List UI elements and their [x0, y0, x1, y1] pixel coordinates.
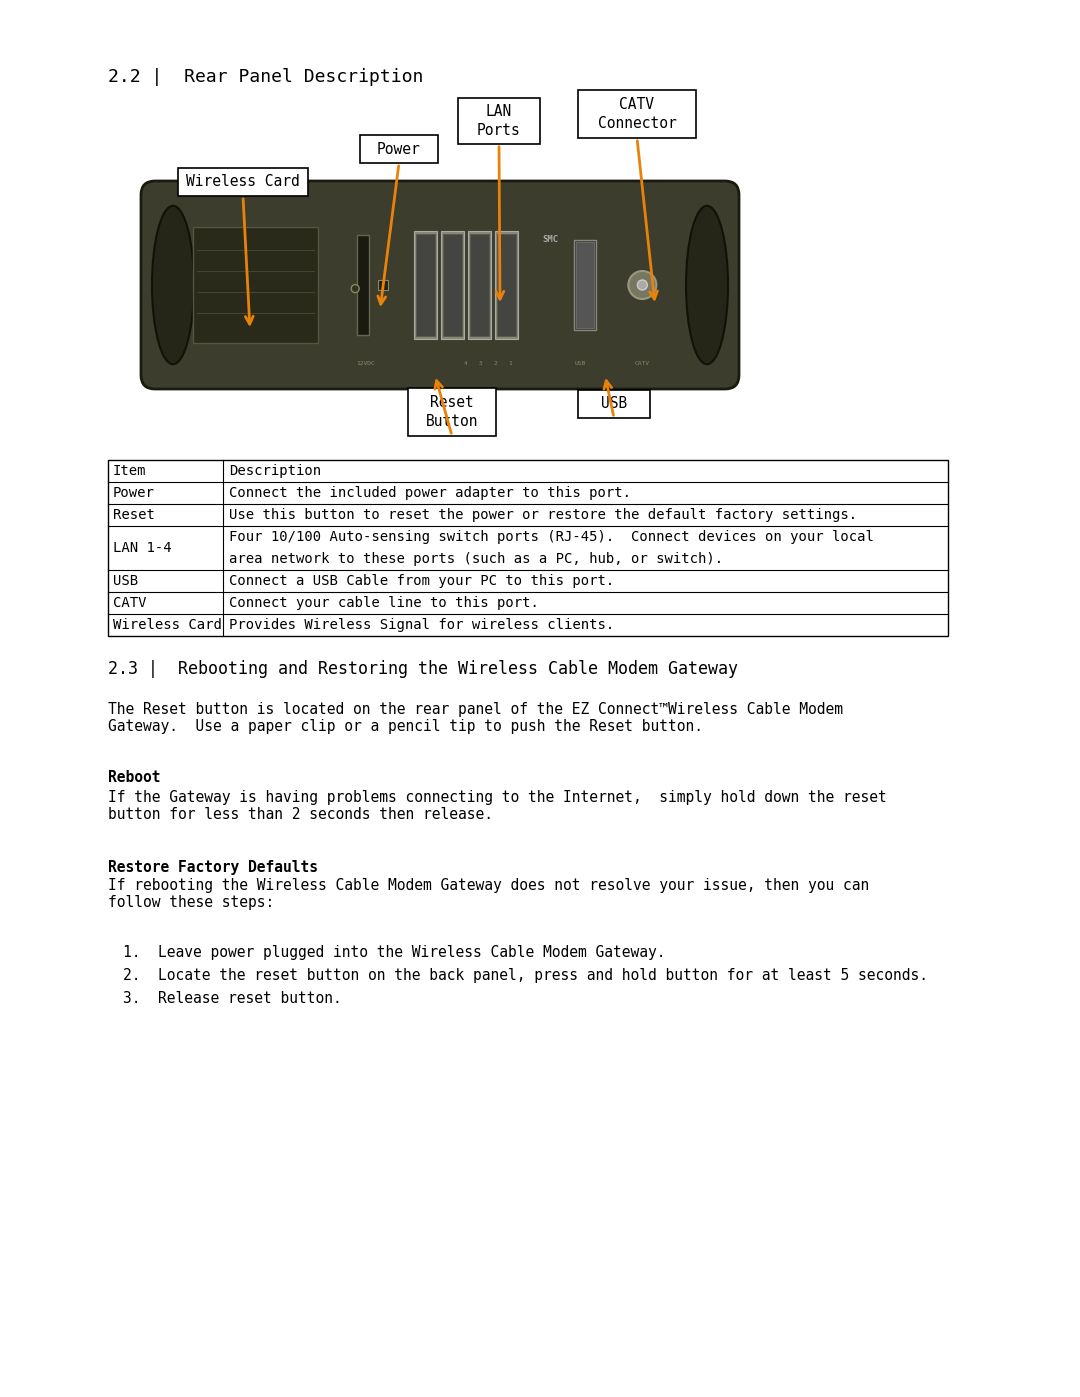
FancyBboxPatch shape — [573, 240, 596, 330]
FancyBboxPatch shape — [458, 98, 540, 144]
FancyBboxPatch shape — [408, 388, 496, 436]
FancyBboxPatch shape — [442, 231, 464, 339]
Circle shape — [637, 279, 647, 291]
Text: 2.2 |  Rear Panel Description: 2.2 | Rear Panel Description — [108, 68, 423, 87]
FancyBboxPatch shape — [360, 136, 438, 163]
Text: Description: Description — [229, 464, 321, 478]
Text: Wireless Card: Wireless Card — [113, 617, 221, 631]
FancyBboxPatch shape — [141, 182, 739, 388]
Text: Connect your cable line to this port.: Connect your cable line to this port. — [229, 597, 539, 610]
Text: USB: USB — [575, 360, 585, 366]
FancyBboxPatch shape — [378, 279, 388, 291]
FancyBboxPatch shape — [578, 89, 696, 138]
Text: USB: USB — [600, 397, 627, 412]
FancyBboxPatch shape — [469, 231, 491, 339]
Text: USB: USB — [113, 574, 138, 588]
Text: LAN 1-4: LAN 1-4 — [113, 541, 172, 555]
FancyBboxPatch shape — [576, 242, 594, 328]
Text: 2.  Locate the reset button on the back panel, press and hold button for at leas: 2. Locate the reset button on the back p… — [123, 968, 928, 983]
Text: Restore Factory Defaults: Restore Factory Defaults — [108, 861, 318, 875]
Text: 4   3   2   1: 4 3 2 1 — [464, 360, 513, 366]
Text: Power: Power — [113, 486, 154, 500]
Text: The Reset button is located on the rear panel of the EZ Connect™Wireless Cable M: The Reset button is located on the rear … — [108, 703, 843, 735]
Text: Item: Item — [113, 464, 147, 478]
Text: Four 10/100 Auto-sensing switch ports (RJ-45).  Connect devices on your local: Four 10/100 Auto-sensing switch ports (R… — [229, 529, 874, 543]
Text: LAN
Ports: LAN Ports — [477, 103, 521, 138]
Circle shape — [629, 271, 657, 299]
Ellipse shape — [686, 205, 728, 365]
Text: Reset: Reset — [113, 509, 154, 522]
FancyBboxPatch shape — [415, 231, 437, 339]
FancyBboxPatch shape — [193, 228, 319, 342]
Text: Wireless Card: Wireless Card — [186, 175, 300, 190]
Text: Connect the included power adapter to this port.: Connect the included power adapter to th… — [229, 486, 631, 500]
Text: Connect a USB Cable from your PC to this port.: Connect a USB Cable from your PC to this… — [229, 574, 615, 588]
Text: 1.  Leave power plugged into the Wireless Cable Modem Gateway.: 1. Leave power plugged into the Wireless… — [123, 944, 665, 960]
Text: area network to these ports (such as a PC, hub, or switch).: area network to these ports (such as a P… — [229, 552, 724, 566]
FancyBboxPatch shape — [178, 168, 308, 196]
Bar — [108, 460, 948, 636]
Text: Reboot: Reboot — [108, 770, 161, 785]
Circle shape — [351, 285, 360, 292]
Ellipse shape — [152, 205, 194, 365]
Text: Power: Power — [377, 141, 421, 156]
Text: Reset
Button: Reset Button — [426, 394, 478, 429]
FancyBboxPatch shape — [496, 231, 518, 339]
FancyBboxPatch shape — [444, 235, 462, 337]
Text: 12VDC: 12VDC — [356, 360, 375, 366]
Text: Provides Wireless Signal for wireless clients.: Provides Wireless Signal for wireless cl… — [229, 617, 615, 631]
FancyBboxPatch shape — [471, 235, 489, 337]
FancyBboxPatch shape — [498, 235, 516, 337]
Text: 2.3 |  Rebooting and Restoring the Wireless Cable Modem Gateway: 2.3 | Rebooting and Restoring the Wirele… — [108, 659, 738, 678]
Text: If rebooting the Wireless Cable Modem Gateway does not resolve your issue, then : If rebooting the Wireless Cable Modem Ga… — [108, 877, 869, 911]
Text: Use this button to reset the power or restore the default factory settings.: Use this button to reset the power or re… — [229, 509, 858, 522]
Text: CATV: CATV — [635, 360, 650, 366]
FancyBboxPatch shape — [578, 390, 650, 418]
Text: CATV: CATV — [113, 597, 147, 610]
Text: 3.  Release reset button.: 3. Release reset button. — [123, 990, 341, 1006]
Text: SMC: SMC — [542, 235, 558, 243]
Text: CATV
Connector: CATV Connector — [597, 96, 676, 131]
FancyBboxPatch shape — [357, 235, 369, 335]
FancyBboxPatch shape — [417, 235, 435, 337]
Text: If the Gateway is having problems connecting to the Internet,  simply hold down : If the Gateway is having problems connec… — [108, 789, 887, 823]
